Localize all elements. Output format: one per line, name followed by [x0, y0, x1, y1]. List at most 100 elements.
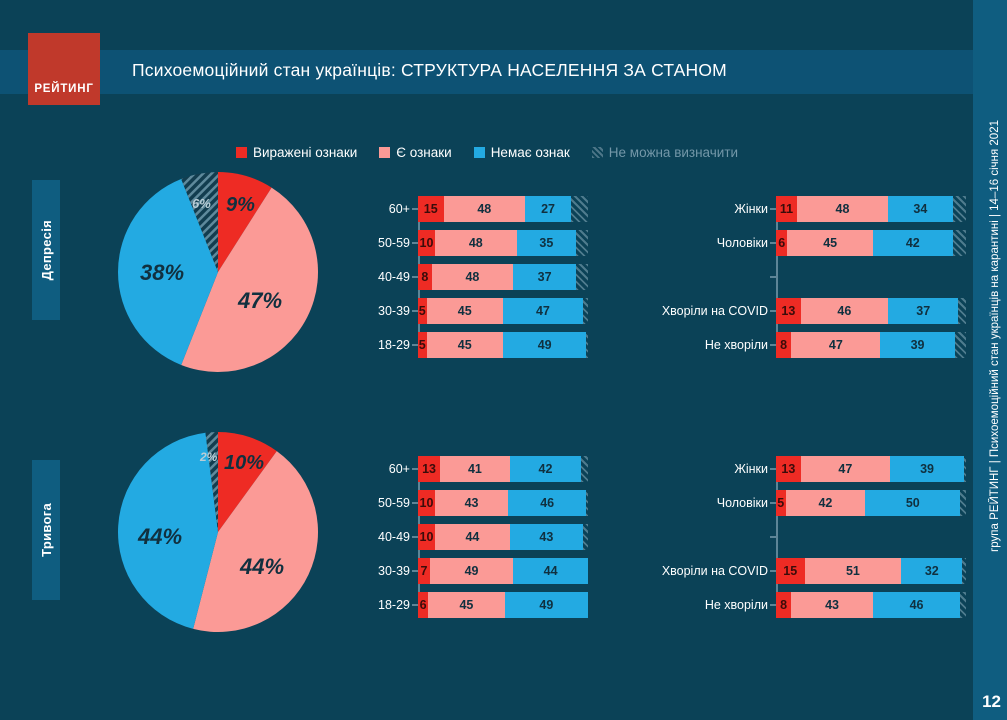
pie-slice-label-3: 6%	[192, 196, 211, 211]
bar-row: 40-49 8 48 37	[378, 264, 588, 290]
bar-segment-pink: 43	[791, 592, 873, 618]
bar-segment-pink: 42	[785, 490, 866, 516]
legend-item-1: Є ознаки	[379, 145, 452, 160]
bar-segment-red: 5	[418, 332, 427, 358]
bar-row: 30-39 5 45 47	[378, 298, 588, 324]
bar-row: Жінки 13 47 39	[660, 456, 966, 482]
bar-row-area: 8 47 39	[770, 332, 966, 358]
pie-slice-label-1: 44%	[240, 554, 285, 579]
bar-segment-red: 5	[776, 490, 786, 516]
legend-item-2: Немає ознак	[473, 145, 570, 160]
bar-stack: 8 43 46	[776, 592, 966, 618]
bar-segment-blue: 39	[880, 332, 955, 358]
bar-stack: 15 48 27	[418, 196, 588, 222]
bar-row: Чоловіки 6 45 42	[660, 230, 966, 256]
bar-segment-pink: 47	[800, 456, 890, 482]
axis-tick	[770, 536, 776, 538]
section-tab-depression-label: Депресія	[38, 219, 54, 281]
bar-stack: 10 48 35	[418, 230, 588, 256]
bar-row: 18-29 6 45 49	[378, 592, 588, 618]
bar-row-label: 40-49	[378, 530, 410, 544]
bar-segment-hatch	[582, 298, 588, 324]
bar-segment-blue: 42	[872, 230, 953, 256]
bar-row: 50-59 10 48 35	[378, 230, 588, 256]
bar-row-label: 30-39	[378, 304, 410, 318]
axis-tick	[770, 344, 776, 346]
axis-tick	[412, 604, 418, 606]
bar-row-label: 18-29	[378, 338, 410, 352]
bar-row-area: 13 46 37	[770, 298, 966, 324]
section-tab-depression: Депресія	[32, 180, 60, 320]
bar-row-area: 7 49 44	[412, 558, 588, 584]
legend-label: Не можна визначити	[608, 145, 739, 160]
bar-segment-red: 8	[418, 264, 432, 290]
bar-segment-hatch	[954, 332, 966, 358]
pie-chart-depression: 9% 47% 38% 6%	[118, 172, 318, 372]
pie-slice-0	[218, 172, 272, 272]
pie-slice-label-1: 47%	[238, 288, 283, 313]
bar-segment-pink: 41	[440, 456, 510, 482]
bar-segment-pink: 49	[429, 558, 514, 584]
bar-row-label: Не хворіли	[704, 338, 768, 352]
bar-segment-red: 6	[418, 592, 429, 618]
axis-tick	[770, 468, 776, 470]
bar-row-label: 60+	[388, 462, 410, 476]
bar-segment-hatch	[586, 332, 588, 358]
bar-segment-hatch	[581, 456, 588, 482]
axis-tick	[412, 468, 418, 470]
bar-row-label: Хворіли на COVID	[661, 564, 768, 578]
bar-stack: 5 45 47	[418, 298, 588, 324]
axis-tick	[412, 570, 418, 572]
bar-row: 60+ 15 48 27	[378, 196, 588, 222]
bar-row-area	[770, 524, 966, 550]
legend-swatch-icon	[379, 147, 391, 158]
bar-stack: 6 45 49	[418, 592, 588, 618]
bar-segment-hatch	[952, 230, 966, 256]
bar-segment-hatch	[960, 490, 966, 516]
axis-tick	[412, 344, 418, 346]
bar-segment-pink: 45	[426, 332, 503, 358]
bar-segment-pink: 51	[804, 558, 902, 584]
pie-slice-label-2: 44%	[138, 524, 183, 549]
bar-segment-pink: 48	[796, 196, 889, 222]
axis-tick	[412, 310, 418, 312]
section-tab-anxiety: Тривога	[32, 460, 60, 600]
legend-swatch-icon	[473, 147, 485, 158]
bar-row-label: 30-39	[378, 564, 410, 578]
header-band	[0, 50, 1007, 94]
bar-row-area: 5 45 47	[412, 298, 588, 324]
bar-segment-pink: 43	[435, 490, 509, 516]
bar-row-area: 5 45 49	[412, 332, 588, 358]
bar-segment-blue: 46	[508, 490, 587, 516]
page-title: Психоемоційний стан українців: СТРУКТУРА…	[132, 60, 727, 80]
axis-tick	[412, 536, 418, 538]
bar-row-area: 11 48 34	[770, 196, 966, 222]
axis-tick	[770, 570, 776, 572]
legend-swatch-icon	[591, 147, 603, 158]
bar-segment-blue: 35	[516, 230, 577, 256]
bar-row-label: Жінки	[734, 202, 768, 216]
bar-row	[660, 264, 910, 290]
axis-tick	[412, 502, 418, 504]
bar-row-area: 10 44 43	[412, 524, 588, 550]
section-tab-anxiety-label: Тривога	[38, 503, 54, 557]
bar-segment-hatch	[570, 196, 588, 222]
bar-segment-blue: 39	[889, 456, 965, 482]
bar-segment-blue: 32	[901, 558, 963, 584]
bar-segment-blue: 37	[513, 264, 577, 290]
bar-chart-anxiety-by-group: Жінки 13 47 39 Чоловіки 5 42 50 Хворіли на COVID…	[660, 456, 966, 618]
bar-segment-blue: 49	[503, 332, 587, 358]
bar-segment-hatch	[952, 196, 966, 222]
bar-segment-red: 13	[776, 456, 801, 482]
pie-svg	[118, 432, 318, 632]
bar-stack: 7 49 44	[418, 558, 588, 584]
bar-row-label: Чоловіки	[716, 236, 768, 250]
bar-axis-line	[776, 196, 778, 358]
legend-swatch-icon	[236, 147, 247, 158]
pie-svg	[118, 172, 318, 372]
bar-row-label: 18-29	[378, 598, 410, 612]
bar-segment-blue: 50	[865, 490, 961, 516]
bar-segment-red: 15	[418, 196, 444, 222]
bar-row: 50-59 10 43 46	[378, 490, 588, 516]
bar-segment-blue: 43	[509, 524, 583, 550]
